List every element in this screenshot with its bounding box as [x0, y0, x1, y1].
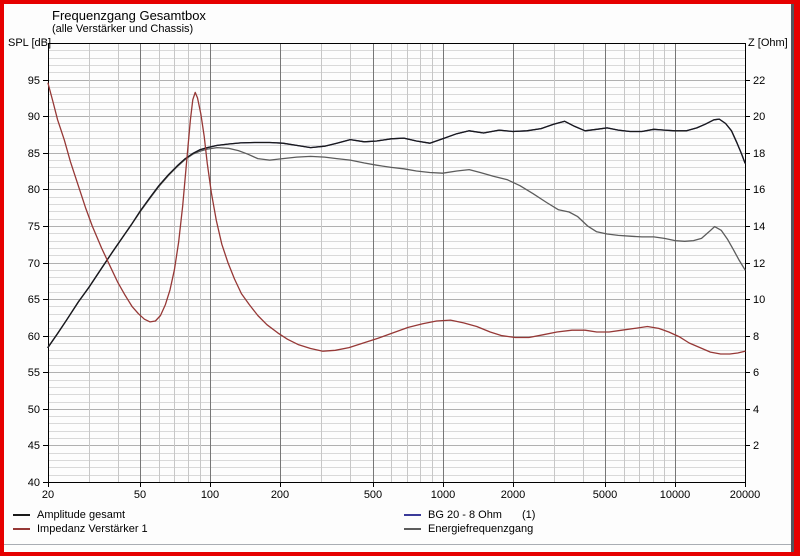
curve-amplitude-gesamt	[47, 118, 746, 349]
y-right-tick-label: 10	[753, 294, 765, 306]
page-subtitle: (alle Verstärker und Chassis)	[52, 23, 194, 35]
y-left-tick-label: 80	[28, 184, 40, 196]
y-right-tick-label: 4	[753, 404, 759, 416]
x-tick-label: 20	[42, 489, 54, 501]
y-right-tick-label: 14	[753, 221, 765, 233]
y-right-tick-label: 6	[753, 367, 759, 379]
x-tick-label: 200	[271, 489, 289, 501]
axis-ticks-and-labels: 95 90 85 80 75 70 65 60 55 50 45 40 22 20 18 16 14 12 10 8 6…	[28, 75, 766, 501]
y-left-tick-label: 55	[28, 367, 40, 379]
y-right-tick-label: 16	[753, 184, 765, 196]
y-left-tick-label: 60	[28, 331, 40, 343]
x-tick-label: 2000	[501, 489, 525, 501]
series-curves	[47, 82, 746, 355]
window-bottom-edge	[4, 544, 791, 545]
legend-item-bg20: BG 20 - 8 Ohm (1)	[404, 508, 535, 521]
y-left-tick-label: 65	[28, 294, 40, 306]
y-right-tick-label: 18	[753, 148, 765, 160]
y-right-tick-label: 8	[753, 331, 759, 343]
x-tick-label: 50	[134, 489, 146, 501]
page-title: Frequenzgang Gesamtbox	[52, 8, 206, 23]
legend-item-impedanz: Impedanz Verstärker 1	[13, 522, 148, 535]
amplitude-line-swatch	[13, 513, 30, 516]
x-tick-label: 100	[201, 489, 219, 501]
legend-item-energie: Energiefrequenzgang	[404, 522, 533, 535]
y-left-tick-label: 70	[28, 258, 40, 270]
y-left-tick-label: 45	[28, 440, 40, 452]
grid-lines	[48, 43, 745, 482]
y-right-tick-label: 2	[753, 440, 759, 452]
y-left-tick-label: 95	[28, 75, 40, 87]
red-frame-bottom	[0, 552, 800, 556]
legend-label: Amplitude gesamt	[37, 508, 126, 521]
y-left-tick-label: 50	[28, 404, 40, 416]
curve-energiefrequenzgang	[47, 146, 746, 349]
bg20-line-swatch	[404, 513, 421, 516]
red-frame-left	[0, 0, 4, 556]
x-tick-label: 20000	[730, 489, 761, 501]
legend-item-amplitude: Amplitude gesamt	[13, 508, 125, 521]
left-axis-label: SPL [dB]	[8, 37, 52, 49]
x-tick-label: 5000	[593, 489, 617, 501]
window-right-edge	[791, 4, 794, 552]
y-right-tick-label: 22	[753, 75, 765, 87]
y-left-tick-label: 40	[28, 477, 40, 489]
y-left-tick-label: 85	[28, 148, 40, 160]
y-right-tick-label: 20	[753, 111, 765, 123]
y-right-tick-label: 12	[753, 258, 765, 270]
legend-channel-number: (1)	[521, 508, 536, 521]
y-left-tick-label: 75	[28, 221, 40, 233]
x-tick-label: 1000	[431, 489, 455, 501]
x-tick-label: 10000	[660, 489, 691, 501]
impedanz-line-swatch	[13, 527, 30, 530]
red-frame-top	[0, 0, 800, 4]
energie-line-swatch	[404, 527, 421, 530]
y-left-tick-label: 90	[28, 111, 40, 123]
curve-impedanz-verst-rker-1	[47, 82, 746, 355]
legend-label: Impedanz Verstärker 1	[37, 522, 148, 535]
right-axis-label: Z [Ohm]	[748, 37, 788, 49]
legend-label: Energiefrequenzgang	[428, 522, 534, 535]
x-tick-label: 500	[364, 489, 382, 501]
legend-label: BG 20 - 8 Ohm	[428, 508, 502, 521]
red-frame-right	[794, 0, 800, 556]
